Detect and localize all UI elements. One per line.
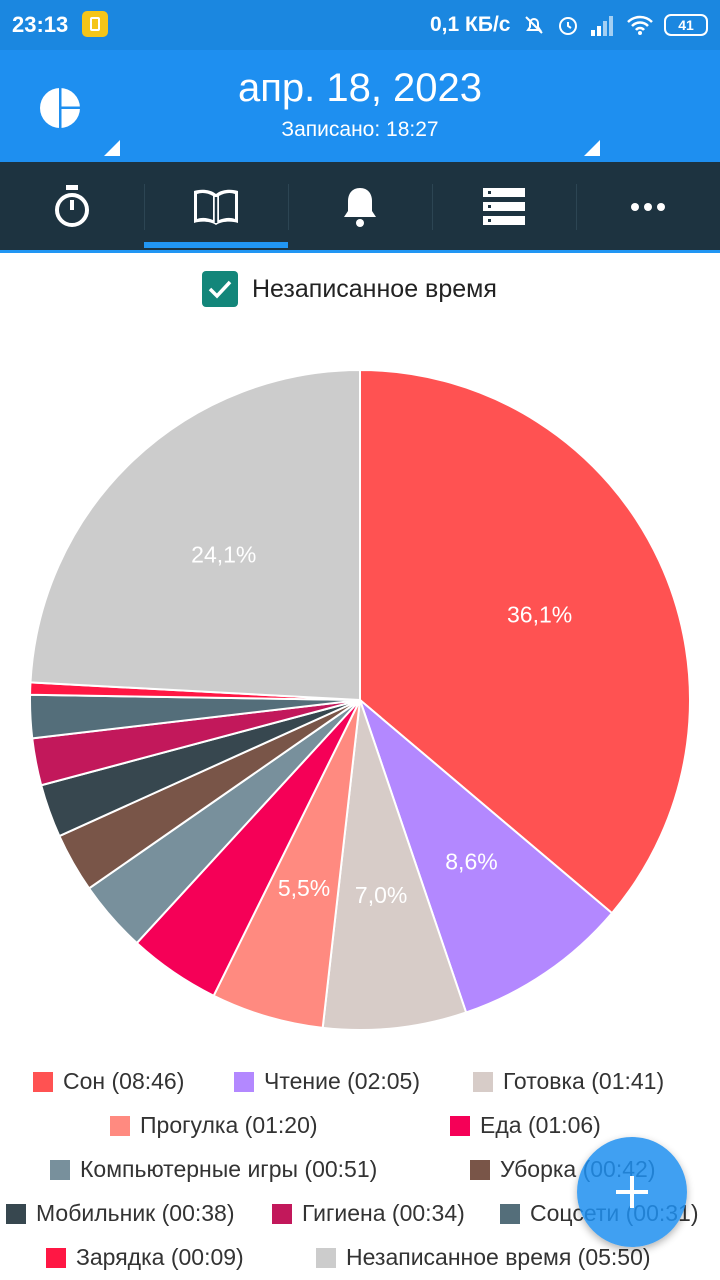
active-tab-indicator — [144, 242, 288, 248]
legend-swatch — [46, 1247, 66, 1268]
list-icon — [483, 188, 525, 225]
legend-swatch — [110, 1115, 130, 1136]
unrecorded-time-toggle[interactable]: Незаписанное время — [202, 270, 497, 308]
network-speed: 0,1 КБ/с — [430, 13, 511, 36]
pie-slice[interactable] — [321, 699, 468, 1030]
tab-underline — [0, 250, 720, 253]
unrecorded-time-checkbox[interactable] — [202, 271, 238, 307]
pie-slice-label: 5,5% — [278, 875, 330, 901]
legend-swatch — [50, 1159, 70, 1180]
pie-slice[interactable] — [357, 696, 614, 1014]
legend-label: Незаписанное время (05:50) — [346, 1244, 651, 1270]
tab-book[interactable] — [144, 162, 288, 252]
legend-label: Чтение (02:05) — [264, 1068, 421, 1094]
signal-icon — [591, 16, 613, 36]
legend-item: Зарядка (00:09) — [46, 1244, 244, 1271]
legend-item: Гигиена (00:34) — [272, 1200, 465, 1227]
bell-icon — [344, 188, 376, 227]
legend-swatch — [234, 1071, 254, 1092]
pie-chart[interactable]: 36,1% 8,6% 7,0% 5,5% 24,1% — [30, 370, 690, 1030]
mute-icon — [525, 16, 543, 34]
legend-label: Зарядка (00:09) — [76, 1244, 244, 1270]
wifi-icon — [627, 15, 653, 35]
tab-bell[interactable] — [288, 162, 432, 252]
pie-slice-label: 36,1% — [507, 602, 572, 628]
pie-logo-icon[interactable] — [38, 86, 82, 130]
stopwatch-icon — [55, 185, 89, 227]
legend-label: Сон (08:46) — [63, 1068, 185, 1094]
checkmark-icon — [208, 280, 232, 299]
unrecorded-time-label: Незаписанное время — [252, 274, 497, 303]
tab-bar — [0, 162, 720, 252]
tab-more[interactable] — [576, 162, 720, 252]
more-icon — [631, 203, 665, 211]
legend-swatch — [470, 1159, 490, 1180]
legend-label: Еда (01:06) — [480, 1112, 601, 1138]
legend-label: Гигиена (00:34) — [302, 1200, 465, 1226]
pie-slice-label: 7,0% — [355, 882, 407, 908]
pie-slice[interactable] — [30, 370, 361, 702]
legend-item: Сон (08:46) — [33, 1068, 184, 1095]
legend-item: Прогулка (01:20) — [110, 1112, 318, 1139]
legend-label: Готовка (01:41) — [503, 1068, 665, 1094]
legend-swatch — [33, 1071, 53, 1092]
pie-slice[interactable] — [359, 370, 690, 915]
tab-divider — [432, 184, 433, 230]
legend-swatch — [500, 1203, 520, 1224]
tab-stopwatch[interactable] — [0, 162, 144, 252]
recorded-time: Записано: 18:27 — [281, 118, 439, 141]
app-bar: апр. 18, 2023 Записано: 18:27 — [0, 50, 720, 162]
alarm-icon — [559, 17, 577, 35]
left-dropdown-indicator-icon[interactable] — [104, 140, 120, 156]
legend-item: Мобильник (00:38) — [6, 1200, 235, 1227]
legend-swatch — [473, 1071, 493, 1092]
legend-swatch — [272, 1203, 292, 1224]
pie-slice-label: 24,1% — [191, 541, 256, 567]
legend-swatch — [6, 1203, 26, 1224]
legend-label: Мобильник (00:38) — [36, 1200, 235, 1226]
legend-item: Незаписанное время (05:50) — [316, 1244, 651, 1271]
status-time: 23:13 — [12, 12, 69, 37]
tab-divider — [576, 184, 577, 230]
legend-label: Компьютерные игры (00:51) — [80, 1156, 378, 1182]
right-dropdown-indicator-icon[interactable] — [584, 140, 600, 156]
date-title[interactable]: апр. 18, 2023 — [237, 66, 483, 110]
status-bar: 23:13 0,1 КБ/с 41 — [0, 0, 720, 50]
battery-icon: 41 — [664, 14, 708, 36]
pie-slice-label: 8,6% — [445, 849, 497, 875]
status-icons: 41 — [522, 10, 708, 40]
legend-label: Прогулка (01:20) — [140, 1112, 318, 1138]
legend-item: Готовка (01:41) — [473, 1068, 664, 1095]
legend-item: Компьютерные игры (00:51) — [50, 1156, 377, 1183]
legend-item: Чтение (02:05) — [234, 1068, 420, 1095]
book-icon — [194, 189, 238, 225]
legend-item: Еда (01:06) — [450, 1112, 601, 1139]
tab-divider — [144, 184, 145, 230]
notification-badge-icon — [82, 11, 108, 37]
tab-divider — [288, 184, 289, 230]
add-entry-button[interactable] — [577, 1137, 687, 1247]
legend-swatch — [450, 1115, 470, 1136]
tab-list[interactable] — [432, 162, 576, 252]
legend-swatch — [316, 1247, 336, 1268]
